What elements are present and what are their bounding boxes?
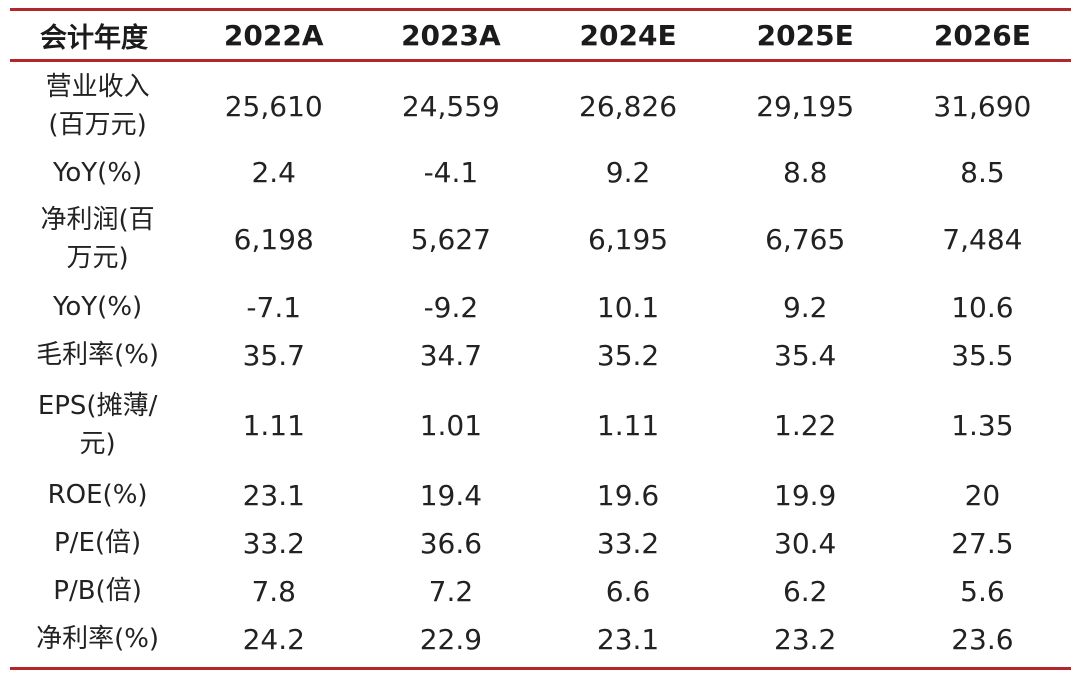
row-label-line: EPS(摊薄/ xyxy=(37,391,158,421)
cell-2025e: 9.2 xyxy=(782,290,828,324)
cell-2023a: -4.1 xyxy=(423,156,479,189)
row-label: YoY(%) xyxy=(10,283,185,331)
row-label-line: 营业收入 xyxy=(45,72,150,102)
cell-2023a: 7.2 xyxy=(428,574,474,608)
cell-2026e: 20 xyxy=(964,478,1001,512)
row-label: 毛利率(%) xyxy=(10,331,185,379)
cell-2022a: 23.1 xyxy=(242,478,305,512)
cell-2022a: 6,198 xyxy=(233,222,314,256)
row-label-line: ROE(%) xyxy=(47,480,148,510)
cell-2025e: 35.4 xyxy=(774,338,837,372)
row-label-line: 净利率(%) xyxy=(36,624,160,654)
row-label-line: P/B(倍) xyxy=(53,576,142,606)
row-label-line: 万元) xyxy=(66,243,129,273)
header-separator-rule xyxy=(10,59,1071,62)
cell-2025e: 30.4 xyxy=(774,526,837,560)
cell-2022a: 25,610 xyxy=(224,89,323,123)
cell-2024e: 6,195 xyxy=(587,222,669,256)
cell-2026e: 35.5 xyxy=(951,338,1014,372)
table-top-rule xyxy=(10,8,1071,11)
cell-2023a: 34.7 xyxy=(419,338,483,372)
row-label: P/E(倍) xyxy=(10,519,185,567)
row-label: ROE(%) xyxy=(10,471,185,519)
cell-2023a: 19.4 xyxy=(419,478,483,512)
header-2026e: 2026E xyxy=(933,18,1031,52)
row-label-line: P/E(倍) xyxy=(54,528,142,558)
cell-2023a: 22.9 xyxy=(419,622,483,656)
table-row-eps-diluted: EPS(摊薄/元) 1.11 1.01 1.11 1.22 1.35 xyxy=(10,379,1071,471)
cell-2024e: 10.1 xyxy=(596,290,660,324)
header-2022a: 2022A xyxy=(223,18,324,52)
cell-2025e: 8.8 xyxy=(782,156,828,189)
cell-2023a: 24,559 xyxy=(401,89,500,123)
table-row-revenue-yoy: YoY(%) 2.4 -4.1 9.2 8.8 8.5 xyxy=(10,150,1071,195)
table-row-revenue: 营业收入 (百万元) 25,610 24,559 26,826 29,195 31,690 xyxy=(10,62,1071,150)
cell-2026e: 10.6 xyxy=(951,290,1014,324)
row-label: YoY(%) xyxy=(10,150,185,195)
cell-2022a: -7.1 xyxy=(246,290,302,324)
cell-2023a: 5,627 xyxy=(410,222,491,256)
cell-2025e: 19.9 xyxy=(774,478,837,512)
cell-2024e: 19.6 xyxy=(596,478,660,512)
cell-2024e: 6.6 xyxy=(605,574,651,608)
row-label: 净利率(%) xyxy=(10,615,185,663)
cell-2024e: 26,826 xyxy=(579,89,678,123)
table-row-net-profit: 净利润(百万元) 6,198 5,627 6,195 6,765 7,484 xyxy=(10,195,1071,283)
header-fiscal-year: 会计年度 xyxy=(40,22,148,54)
cell-2025e: 6,765 xyxy=(765,222,846,256)
cell-2026e: 1.35 xyxy=(951,408,1014,442)
cell-2024e: 23.1 xyxy=(596,622,660,656)
row-label: P/B(倍) xyxy=(10,567,185,615)
cell-2026e: 8.5 xyxy=(960,156,1005,189)
header-row: 会计年度 2022A 2023A 2024E 2025E 2026E xyxy=(10,11,1071,59)
table-bottom-rule xyxy=(10,667,1071,670)
cell-2022a: 33.2 xyxy=(242,526,305,560)
cell-2026e: 7,484 xyxy=(942,222,1023,256)
table-row-net-margin: 净利率(%) 24.2 22.9 23.1 23.2 23.6 xyxy=(10,615,1071,663)
cell-2025e: 29,195 xyxy=(756,89,855,123)
financial-forecast-table: 会计年度 2022A 2023A 2024E 2025E 2026E 营业收入 (… xyxy=(10,11,1071,663)
row-label-line: 净利润(百 xyxy=(40,205,155,235)
cell-2024e: 1.11 xyxy=(596,408,660,442)
row-label: 净利润(百万元) xyxy=(10,195,185,283)
header-2024e: 2024E xyxy=(579,18,677,52)
row-label-line: 元) xyxy=(79,429,116,459)
cell-2025e: 1.22 xyxy=(774,408,837,442)
row-label-line: YoY(%) xyxy=(52,157,143,188)
cell-2025e: 23.2 xyxy=(774,622,837,656)
cell-2022a: 24.2 xyxy=(242,622,305,656)
table-row-pe-ratio: P/E(倍) 33.2 36.6 33.2 30.4 27.5 xyxy=(10,519,1071,567)
cell-2022a: 2.4 xyxy=(251,156,296,189)
table-row-roe: ROE(%) 23.1 19.4 19.6 19.9 20 xyxy=(10,471,1071,519)
row-label-line: (百万元) xyxy=(48,110,147,140)
cell-2023a: 36.6 xyxy=(419,526,483,560)
cell-2026e: 5.6 xyxy=(960,574,1005,608)
table-row-pb-ratio: P/B(倍) 7.8 7.2 6.6 6.2 5.6 xyxy=(10,567,1071,615)
cell-2023a: 1.01 xyxy=(419,408,483,442)
table-row-net-profit-yoy: YoY(%) -7.1 -9.2 10.1 9.2 10.6 xyxy=(10,283,1071,331)
cell-2026e: 23.6 xyxy=(951,622,1014,656)
table-row-gross-margin: 毛利率(%) 35.7 34.7 35.2 35.4 35.5 xyxy=(10,331,1071,379)
cell-2024e: 35.2 xyxy=(596,338,660,372)
cell-2024e: 9.2 xyxy=(605,156,651,189)
table-body: 营业收入 (百万元) 25,610 24,559 26,826 29,195 31,690 Y… xyxy=(10,59,1071,663)
cell-2024e: 33.2 xyxy=(596,526,660,560)
row-label: EPS(摊薄/元) xyxy=(10,379,185,471)
row-label-line: YoY(%) xyxy=(52,292,143,322)
cell-2022a: 7.8 xyxy=(251,574,296,608)
cell-2026e: 31,690 xyxy=(933,89,1032,123)
row-label-line: 毛利率(%) xyxy=(36,340,160,370)
cell-2025e: 6.2 xyxy=(782,574,828,608)
cell-2023a: -9.2 xyxy=(423,290,479,324)
cell-2026e: 27.5 xyxy=(951,526,1014,560)
header-2025e: 2025E xyxy=(756,18,854,52)
row-label: 营业收入 (百万元) xyxy=(10,62,185,150)
header-2023a: 2023A xyxy=(401,18,501,52)
cell-2022a: 35.7 xyxy=(242,338,305,372)
cell-2022a: 1.11 xyxy=(242,408,305,442)
